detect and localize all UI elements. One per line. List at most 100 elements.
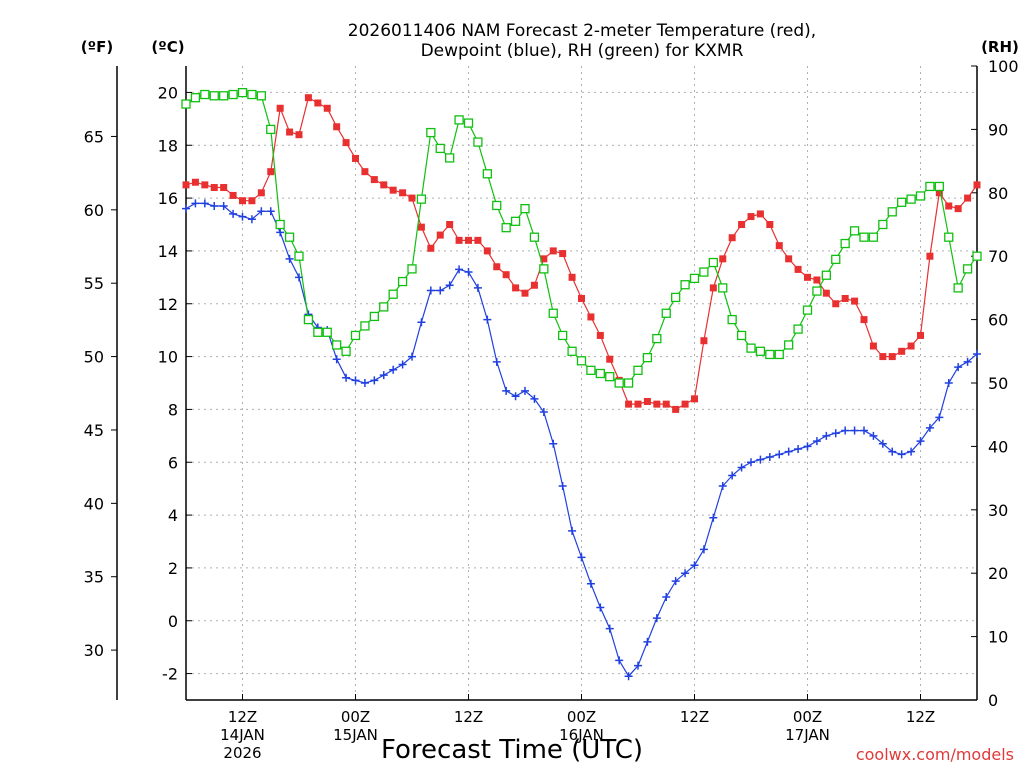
- temperature-point: [822, 289, 830, 297]
- dewpoint-point: [709, 513, 718, 522]
- rh-tick-label: 10: [988, 628, 1008, 647]
- dewpoint-point: [502, 386, 511, 395]
- dewpoint-point: [737, 463, 746, 472]
- rh-point: [510, 216, 521, 226]
- dewpoint-point: [229, 209, 238, 218]
- celsius-unit-label: (ºC): [151, 38, 184, 56]
- temperature-point: [352, 154, 359, 162]
- dewpoint-point: [182, 204, 190, 213]
- dewpoint-point: [765, 452, 774, 461]
- temperature-point: [474, 236, 482, 244]
- temperature-point: [738, 221, 746, 228]
- rh-point: [915, 191, 926, 201]
- dewpoint-point: [935, 413, 944, 422]
- dewpoint-point: [671, 577, 680, 586]
- temperature-point: [926, 252, 934, 260]
- rh-point: [548, 308, 558, 318]
- temperature-point: [333, 123, 341, 131]
- temperature-point: [408, 194, 416, 202]
- temperature-point: [662, 400, 670, 408]
- rh-point: [840, 238, 850, 249]
- fahrenheit-tick-label: 35: [84, 568, 104, 587]
- rh-point: [605, 372, 615, 382]
- dewpoint-point: [539, 408, 548, 417]
- rh-point: [812, 286, 822, 296]
- x-tick-label: 12Z: [454, 708, 483, 726]
- rh-point: [689, 273, 700, 284]
- temperature-point: [483, 247, 491, 255]
- temperature-point: [606, 355, 614, 363]
- rh-point: [539, 264, 549, 274]
- rh-point: [727, 314, 737, 325]
- rh-point: [774, 349, 784, 360]
- dewpoint-point: [718, 482, 727, 491]
- dewpoint-point: [925, 423, 934, 432]
- temperature-point: [756, 210, 764, 218]
- rh-point: [906, 194, 916, 204]
- temperature-point: [323, 104, 331, 112]
- rh-point: [360, 321, 370, 331]
- rh-point: [350, 330, 361, 341]
- rh-point: [586, 365, 596, 375]
- celsius-tick-label: 6: [168, 453, 178, 472]
- temperature-point: [295, 131, 303, 139]
- dewpoint-point: [426, 286, 435, 295]
- temperature-point: [681, 400, 689, 408]
- temperature-point: [286, 128, 294, 136]
- temperature-point: [587, 313, 595, 321]
- temperature-point: [625, 400, 633, 408]
- rh-point: [369, 311, 379, 322]
- rh-point: [821, 270, 831, 280]
- rh-point: [736, 330, 747, 341]
- temperature-point: [832, 300, 840, 308]
- rh-point: [671, 292, 681, 303]
- x-tick-label: 14JAN: [220, 726, 265, 744]
- temperature-point: [191, 178, 199, 186]
- rh-point: [567, 346, 577, 356]
- dewpoint-point: [634, 661, 642, 670]
- rh-point: [708, 257, 718, 268]
- dewpoint-point: [200, 199, 209, 208]
- dewpoint-point: [351, 376, 360, 385]
- rh-point: [237, 87, 248, 98]
- dewpoint-point: [907, 447, 916, 456]
- celsius-tick-label: 10: [158, 348, 178, 367]
- rh-point: [313, 327, 323, 337]
- temperature-point: [879, 353, 887, 361]
- dewpoint-point: [784, 447, 793, 456]
- celsius-tick-label: 18: [158, 136, 178, 155]
- temperature-point: [747, 213, 755, 221]
- fahrenheit-tick-label: 40: [84, 494, 104, 513]
- dewpoint-point: [511, 392, 520, 401]
- dewpoint-point: [954, 363, 963, 372]
- rh-point: [642, 352, 653, 363]
- rh-point: [341, 346, 351, 356]
- rh-point: [746, 343, 756, 353]
- dewpoint-point: [266, 207, 275, 216]
- rh-unit-label: (RH): [981, 38, 1019, 56]
- dewpoint-point: [756, 455, 765, 464]
- temperature-point: [945, 202, 953, 210]
- temperature-point: [540, 255, 548, 263]
- temperature-point: [276, 104, 284, 112]
- rh-tick-label: 60: [988, 311, 1008, 330]
- fahrenheit-tick-label: 50: [84, 348, 104, 367]
- rh-point: [463, 118, 474, 128]
- dewpoint-point: [869, 431, 878, 440]
- rh-point: [332, 340, 342, 350]
- temperature-point: [314, 99, 322, 107]
- dewpoint-point: [219, 202, 228, 211]
- rh-point: [426, 127, 436, 138]
- temperature-point: [201, 181, 209, 189]
- dewpoint-point: [624, 672, 633, 681]
- dewpoint-point: [389, 365, 398, 374]
- celsius-tick-label: 16: [158, 189, 178, 208]
- dewpoint-point: [549, 439, 558, 448]
- temperature-point: [775, 242, 783, 250]
- celsius-tick-label: 20: [158, 83, 178, 102]
- temperature-point: [210, 184, 218, 192]
- credit-link[interactable]: coolwx.com/models: [856, 745, 1014, 764]
- rh-point: [793, 324, 803, 334]
- dewpoint-point: [888, 447, 897, 456]
- rh-point: [228, 89, 238, 100]
